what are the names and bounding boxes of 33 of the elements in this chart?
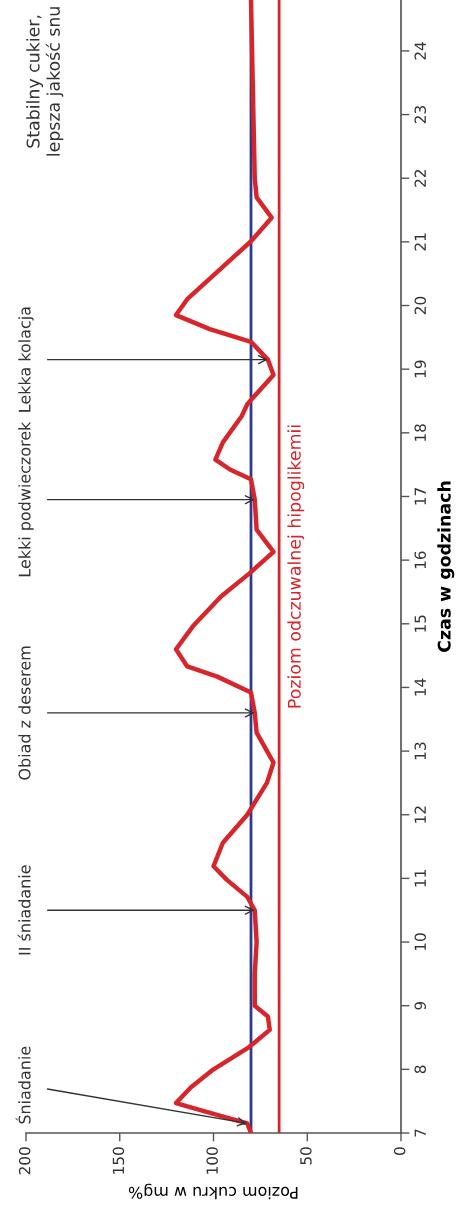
y-tick-label: 24 bbox=[414, 42, 426, 60]
annotation: Lekki podwieczorek bbox=[18, 421, 34, 577]
y-tick-label: 13 bbox=[414, 742, 427, 760]
y-axis-title: Czas w godzinach bbox=[437, 481, 455, 652]
annotation: Lekka kolacja bbox=[18, 307, 34, 412]
y-tick-label: 9 bbox=[414, 1001, 427, 1010]
y-tick-label: 8 bbox=[414, 1065, 427, 1074]
y-tick-label: 16 bbox=[414, 551, 427, 569]
y-tick-label: 22 bbox=[414, 170, 426, 187]
x-axis-title: Poziom cukru w mg% bbox=[128, 1183, 298, 1200]
y-tick-label: 19 bbox=[414, 360, 427, 378]
annotation: Stabilny cukier, lepsza jakość snu bbox=[26, 7, 64, 156]
y-tick-label: 14 bbox=[414, 678, 426, 696]
y-tick-label: 23 bbox=[414, 106, 427, 124]
y-tick-label: 11 bbox=[414, 870, 426, 887]
y-tick-label: 17 bbox=[414, 488, 426, 505]
x-tick-label: 150 bbox=[112, 1147, 125, 1174]
annotation: Obiad z deserem bbox=[18, 646, 31, 780]
x-tick-label: 100 bbox=[206, 1147, 218, 1174]
x-tick-label: 50 bbox=[300, 1147, 312, 1165]
y-tick-label: 21 bbox=[414, 233, 426, 251]
x-tick-label: 200 bbox=[18, 1147, 31, 1175]
annotation: Śniadanie bbox=[15, 1046, 31, 1124]
y-tick-label: 12 bbox=[414, 806, 426, 823]
annotation: II śniadanie bbox=[17, 865, 31, 955]
ref-line-label: Poziom odczuwalnej hipoglikemii bbox=[287, 425, 305, 708]
y-tick-label: 15 bbox=[414, 615, 427, 632]
y-tick-label: 18 bbox=[414, 424, 427, 441]
x-tick-label: 0 bbox=[393, 1147, 406, 1155]
y-tick-label: 10 bbox=[414, 933, 427, 951]
line-series bbox=[173, 0, 276, 1133]
y-tick-label: 20 bbox=[414, 296, 427, 315]
y-tick-label: 7 bbox=[414, 1129, 426, 1137]
